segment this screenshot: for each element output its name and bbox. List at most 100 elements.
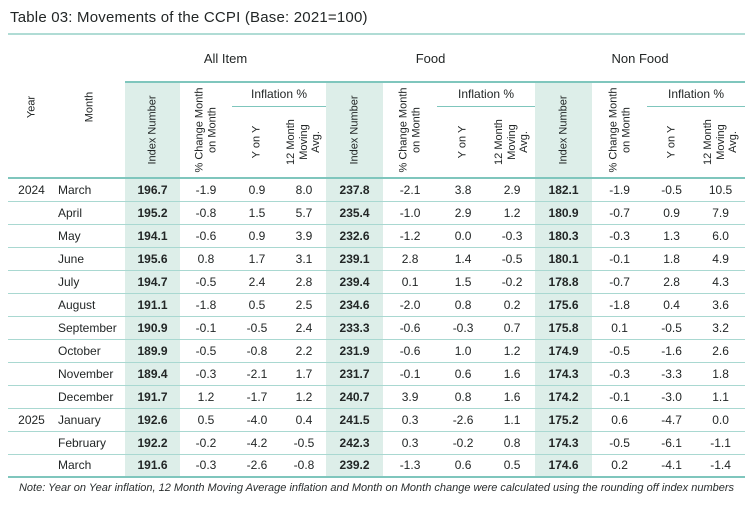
- non-food-yoy-cell: -1.6: [647, 339, 697, 363]
- year-cell: 2024: [8, 178, 55, 202]
- month-cell: September: [55, 316, 125, 340]
- month-cell: August: [55, 293, 125, 317]
- all-item-yoy-cell: -2.6: [232, 454, 282, 478]
- non-food-index-cell: 174.2: [535, 385, 593, 409]
- all-item-yoy-cell: 0.5: [232, 293, 282, 317]
- food-yoy-cell: 0.6: [437, 454, 490, 478]
- all-item-yoy-cell: -0.8: [232, 339, 282, 363]
- all-item-12m-avg-cell: -0.5: [282, 431, 327, 455]
- non-food-mom-cell: -0.5: [592, 339, 648, 363]
- all-item-index-cell: 191.1: [125, 293, 180, 317]
- all-item-yoy-cell: 2.4: [232, 270, 282, 294]
- non-food-yoy-cell: -3.0: [647, 385, 697, 409]
- all-item-index-cell: 191.6: [125, 454, 180, 478]
- page: Table 03: Movements of the CCPI (Base: 2…: [8, 5, 746, 494]
- food-index-cell: 233.3: [326, 316, 384, 340]
- food-mom-cell: 2.8: [383, 247, 438, 271]
- food-yoy-cell: 1.5: [437, 270, 490, 294]
- food-12m-avg-cell: 0.8: [489, 431, 536, 455]
- non-food-index-cell: 174.3: [535, 362, 593, 386]
- all-item-12m-avg-cell: 0.4: [282, 408, 327, 432]
- food-mom-cell: -0.6: [383, 316, 438, 340]
- non-food-index-cell: 175.8: [535, 316, 593, 340]
- all-item-yoy-cell: -2.1: [232, 362, 282, 386]
- non-food-12m-avg-cell: 0.0: [696, 408, 746, 432]
- table-row: July 194.7 -0.5 2.4 2.8 239.4 0.1 1.5 -0…: [8, 270, 746, 294]
- all-item-mom-header: % Change Month on Month: [180, 81, 232, 179]
- footnote: Note: Year on Year inflation, 12 Month M…: [18, 482, 735, 494]
- all-item-yoy-header: Y on Y: [232, 106, 282, 179]
- group-header-row: Year Month All Item Food Non Food: [8, 36, 745, 179]
- subheader-row-bottom: Y on Y 12 Month Moving Avg. Y on Y 12 Mo…: [8, 106, 746, 179]
- table-header: Year Month All Item Food Non Food Index …: [8, 36, 746, 179]
- all-item-yoy-cell: -4.0: [232, 408, 282, 432]
- food-12m-avg-cell: 0.5: [489, 454, 536, 478]
- non-food-index-cell: 180.3: [535, 224, 593, 248]
- non-food-mom-cell: -0.7: [592, 201, 648, 225]
- non-food-index-header: Index Number: [535, 81, 593, 179]
- food-inflation-header: Inflation %: [437, 81, 536, 107]
- non-food-index-cell: 175.6: [535, 293, 593, 317]
- non-food-index-cell: 180.1: [535, 247, 593, 271]
- year-cell: 2025: [8, 408, 55, 432]
- all-item-mom-cell: -0.3: [180, 454, 232, 478]
- all-item-index-cell: 190.9: [125, 316, 180, 340]
- all-item-mom-cell: -0.8: [180, 201, 232, 225]
- year-cell: [8, 454, 55, 478]
- non-food-yoy-cell: -0.5: [647, 178, 697, 202]
- all-item-12m-avg-cell: 2.8: [282, 270, 327, 294]
- table-row: 2024 March 196.7 -1.9 0.9 8.0 237.8 -2.1…: [8, 178, 746, 202]
- food-yoy-cell: 1.4: [437, 247, 490, 271]
- all-item-12m-avg-cell: 2.4: [282, 316, 327, 340]
- non-food-inflation-header: Inflation %: [647, 81, 746, 107]
- month-cell: April: [55, 201, 125, 225]
- year-cell: [8, 224, 55, 248]
- food-mom-cell: -0.1: [383, 362, 438, 386]
- non-food-mom-cell: -0.7: [592, 270, 648, 294]
- all-item-yoy-cell: 1.5: [232, 201, 282, 225]
- non-food-yoy-cell: -3.3: [647, 362, 697, 386]
- non-food-12m-avg-header: 12 Month Moving Avg.: [696, 106, 746, 179]
- table-row: May 194.1 -0.6 0.9 3.9 232.6 -1.2 0.0 -0…: [8, 224, 746, 248]
- food-yoy-cell: 0.8: [437, 385, 490, 409]
- non-food-yoy-cell: -4.1: [647, 454, 697, 478]
- food-mom-cell: 3.9: [383, 385, 438, 409]
- all-item-mom-cell: -1.9: [180, 178, 232, 202]
- food-12m-avg-cell: 2.9: [489, 178, 536, 202]
- food-12m-avg-header: 12 Month Moving Avg.: [489, 106, 536, 179]
- food-mom-cell: -2.0: [383, 293, 438, 317]
- all-item-12m-avg-cell: 2.2: [282, 339, 327, 363]
- page-title: Table 03: Movements of the CCPI (Base: 2…: [8, 5, 745, 35]
- month-cell: June: [55, 247, 125, 271]
- food-mom-cell: -2.1: [383, 178, 438, 202]
- year-column-header: Year: [8, 36, 55, 179]
- month-cell: July: [55, 270, 125, 294]
- non-food-mom-cell: 0.2: [592, 454, 648, 478]
- food-yoy-cell: -0.3: [437, 316, 490, 340]
- food-12m-avg-cell: -0.5: [489, 247, 536, 271]
- non-food-12m-avg-cell: 1.8: [696, 362, 746, 386]
- non-food-index-cell: 175.2: [535, 408, 593, 432]
- food-index-cell: 232.6: [326, 224, 384, 248]
- non-food-yoy-header: Y on Y: [647, 106, 697, 179]
- non-food-12m-avg-cell: 3.2: [696, 316, 746, 340]
- all-item-index-cell: 195.6: [125, 247, 180, 271]
- food-index-cell: 234.6: [326, 293, 384, 317]
- non-food-index-cell: 174.3: [535, 431, 593, 455]
- month-cell: January: [55, 408, 125, 432]
- food-yoy-cell: -2.6: [437, 408, 490, 432]
- food-12m-avg-cell: 1.2: [489, 339, 536, 363]
- non-food-12m-avg-cell: 3.6: [696, 293, 746, 317]
- all-item-12m-avg-cell: 2.5: [282, 293, 327, 317]
- food-index-cell: 235.4: [326, 201, 384, 225]
- food-yoy-cell: 2.9: [437, 201, 490, 225]
- non-food-12m-avg-cell: 4.3: [696, 270, 746, 294]
- all-item-12m-avg-cell: 8.0: [282, 178, 327, 202]
- food-index-header: Index Number: [326, 81, 384, 179]
- all-item-yoy-cell: -4.2: [232, 431, 282, 455]
- food-yoy-cell: -0.2: [437, 431, 490, 455]
- year-cell: [8, 362, 55, 386]
- all-item-index-cell: 191.7: [125, 385, 180, 409]
- all-item-yoy-cell: -1.7: [232, 385, 282, 409]
- non-food-index-cell: 182.1: [535, 178, 593, 202]
